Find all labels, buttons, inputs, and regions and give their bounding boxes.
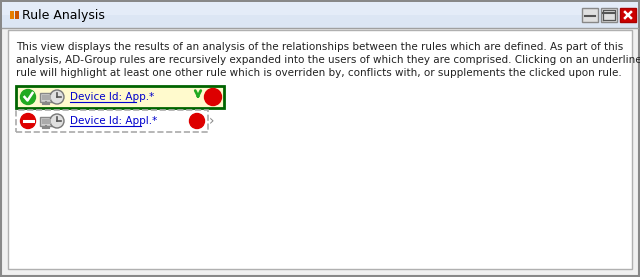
Bar <box>8 30 632 269</box>
Circle shape <box>205 88 221 106</box>
Bar <box>15 11 19 15</box>
Bar <box>42 119 51 124</box>
Bar <box>16 86 224 108</box>
Bar <box>2 2 638 28</box>
Circle shape <box>20 114 35 129</box>
Bar <box>40 117 52 125</box>
Bar <box>40 93 52 101</box>
Text: rule will highlight at least one other rule which is overriden by, conflicts wit: rule will highlight at least one other r… <box>16 68 621 78</box>
Bar <box>42 94 51 99</box>
Bar <box>15 15 19 19</box>
Text: This view displays the results of an analysis of the relationships between the r: This view displays the results of an ana… <box>16 42 623 52</box>
Circle shape <box>189 114 205 129</box>
Text: analysis, AD-Group rules are recursively expanded into the users of which they a: analysis, AD-Group rules are recursively… <box>16 55 640 65</box>
Circle shape <box>50 90 64 104</box>
Bar <box>601 8 617 22</box>
Bar <box>582 8 598 22</box>
Circle shape <box>50 114 64 128</box>
Bar <box>10 11 14 15</box>
Bar <box>620 8 636 22</box>
Text: Device Id: Appl.*: Device Id: Appl.* <box>70 116 157 126</box>
Text: ›: › <box>209 114 214 128</box>
Text: Device Id: App.*: Device Id: App.* <box>70 92 154 102</box>
Bar <box>16 110 208 132</box>
Circle shape <box>20 89 35 104</box>
Bar <box>10 15 14 19</box>
Text: Rule Analysis: Rule Analysis <box>22 9 105 22</box>
Bar <box>2 2 638 15</box>
